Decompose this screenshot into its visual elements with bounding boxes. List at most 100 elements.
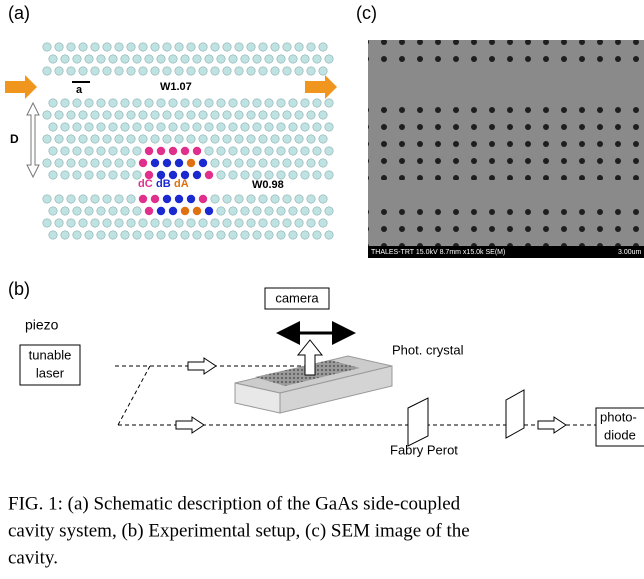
laser-label: laser [36,365,65,380]
hole [180,146,190,156]
hole [324,54,334,64]
hole [126,66,136,76]
laser-box [19,344,81,386]
hole [246,42,256,52]
hole [324,230,334,240]
hole [264,146,274,156]
hole [222,134,232,144]
hole [312,98,322,108]
hole [126,158,136,168]
hole [312,122,322,132]
hole [228,98,238,108]
hole [300,230,310,240]
hole [102,218,112,228]
hole [54,194,64,204]
hole [90,66,100,76]
sem-scale: 3.00um [618,249,642,256]
hole [132,122,142,132]
hole [216,170,226,180]
hole [282,110,292,120]
hole [270,66,280,76]
hole [192,54,202,64]
hole [66,42,76,52]
hole [48,170,58,180]
hole [114,134,124,144]
hole [102,42,112,52]
hole [180,170,190,180]
hole [288,230,298,240]
hole [162,218,172,228]
hole [276,98,286,108]
hole [300,122,310,132]
hole [204,230,214,240]
hole [306,110,316,120]
sem-waveguide [368,180,644,200]
hole [84,230,94,240]
hole [156,122,166,132]
hole [72,146,82,156]
hole [186,110,196,120]
hole [312,230,322,240]
sample-side [279,365,393,414]
hole [216,54,226,64]
hole [84,170,94,180]
hole [162,110,172,120]
hole [84,206,94,216]
hole [102,110,112,120]
hole [138,66,148,76]
hole [258,134,268,144]
hole [294,218,304,228]
hole [198,110,208,120]
hole [66,66,76,76]
hole [258,194,268,204]
hole [240,206,250,216]
hole [282,218,292,228]
hole [318,134,328,144]
hole [66,158,76,168]
hole [222,42,232,52]
hole [126,42,136,52]
caption-line: cavity. [8,547,58,568]
hole [72,170,82,180]
hole [174,218,184,228]
hole [54,134,64,144]
hole [198,158,208,168]
hole [60,170,70,180]
hole [294,66,304,76]
hole [210,134,220,144]
hole [240,146,250,156]
hole [216,206,226,216]
hole [150,134,160,144]
hole [180,98,190,108]
hole [276,54,286,64]
hole [186,42,196,52]
hole [138,134,148,144]
hole [234,110,244,120]
hole [252,146,262,156]
hole [42,42,52,52]
hole [216,98,226,108]
hole [120,170,130,180]
hole [96,98,106,108]
hole [174,194,184,204]
hole [258,158,268,168]
hole [234,42,244,52]
hole [210,194,220,204]
hole [192,146,202,156]
hole [54,110,64,120]
hole [264,54,274,64]
hole [228,206,238,216]
hole [204,206,214,216]
hole [306,218,316,228]
hole [204,170,214,180]
hole [264,122,274,132]
hole [42,194,52,204]
hole [324,206,334,216]
sem-waveguide [368,72,644,98]
hole [252,230,262,240]
hole [102,194,112,204]
hole [90,110,100,120]
hole [102,158,112,168]
hole [318,218,328,228]
hole [216,230,226,240]
